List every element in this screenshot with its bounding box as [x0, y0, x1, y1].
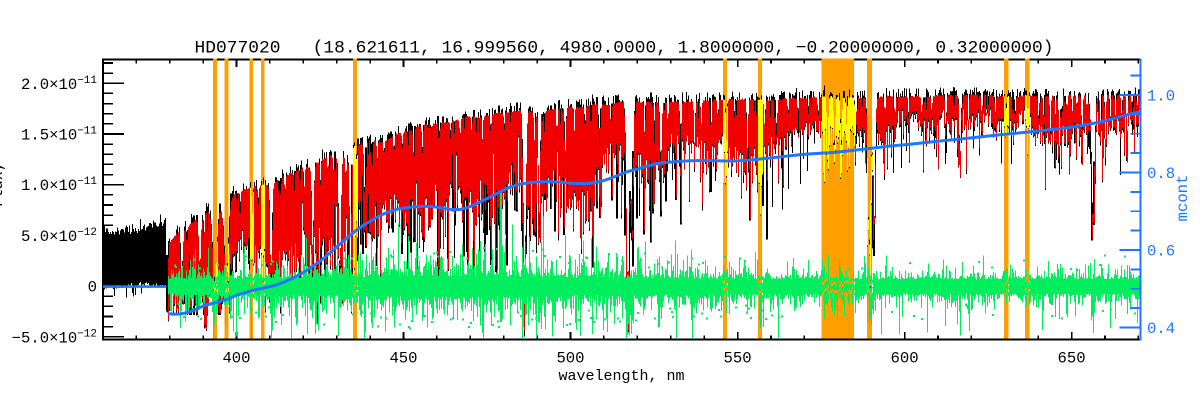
svg-text:650: 650 — [1058, 350, 1086, 368]
svg-text:0.6: 0.6 — [1147, 243, 1175, 261]
svg-text:400: 400 — [222, 350, 250, 368]
svg-text:450: 450 — [389, 350, 417, 368]
svg-text:mcont: mcont — [1174, 175, 1192, 222]
svg-text:0: 0 — [88, 279, 97, 297]
svg-text:0.4: 0.4 — [1147, 320, 1175, 338]
svg-text:500: 500 — [556, 350, 584, 368]
svg-text:550: 550 — [724, 350, 752, 368]
svg-text:1.0: 1.0 — [1147, 88, 1175, 106]
svg-text:600: 600 — [891, 350, 919, 368]
svg-text:wavelength, nm: wavelength, nm — [558, 368, 684, 385]
svg-text:flux,: flux, — [0, 162, 7, 209]
svg-text:0.8: 0.8 — [1147, 165, 1175, 183]
svg-text:HD077020 (18.621611, 16.9995: HD077020 (18.621611, 16.999560, 4980.000… — [195, 38, 1054, 58]
svg-text:−5.0×10−12: −5.0×10−12 — [12, 328, 97, 347]
